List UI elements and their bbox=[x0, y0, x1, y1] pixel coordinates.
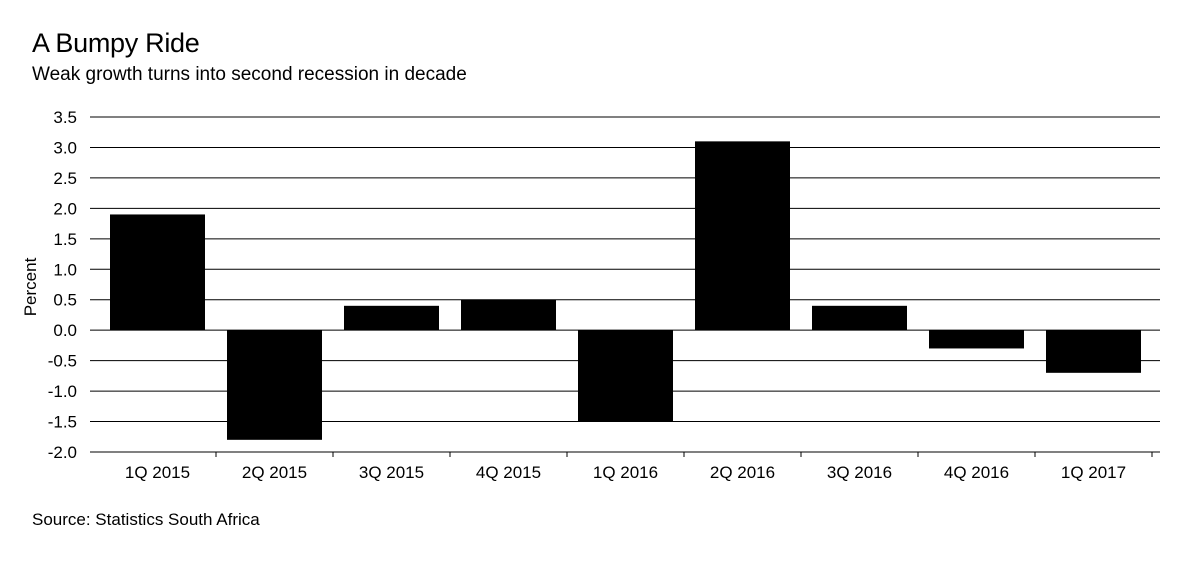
x-tick-label: 3Q 2016 bbox=[827, 463, 892, 482]
x-tick-label: 1Q 2016 bbox=[593, 463, 658, 482]
bar-1q-2017 bbox=[1046, 330, 1141, 373]
bar-4q-2016 bbox=[929, 330, 1024, 349]
y-tick-label: 3.0 bbox=[53, 138, 77, 157]
x-tick-label: 2Q 2016 bbox=[710, 463, 775, 482]
y-axis-label: Percent bbox=[21, 257, 40, 316]
bar-2q-2016 bbox=[695, 141, 790, 331]
y-axis-ticks: 3.5 3.0 2.5 2.0 1.5 1.0 0.5 0.0 -0.5 -1.0 -1.5 -2.0 bbox=[48, 108, 77, 462]
y-tick-label: -1.0 bbox=[48, 382, 77, 401]
x-tick-label: 4Q 2016 bbox=[944, 463, 1009, 482]
y-tick-label: 2.5 bbox=[53, 169, 77, 188]
bars bbox=[110, 141, 1141, 440]
y-tick-label: 2.0 bbox=[53, 199, 77, 218]
bar-3q-2015 bbox=[344, 305, 439, 331]
source-note: Source: Statistics South Africa bbox=[32, 510, 260, 529]
y-tick-label: 3.5 bbox=[53, 108, 77, 127]
x-tick-label: 2Q 2015 bbox=[242, 463, 307, 482]
y-tick-label: -2.0 bbox=[48, 443, 77, 462]
x-tick-label: 1Q 2017 bbox=[1061, 463, 1126, 482]
bar-1q-2015 bbox=[110, 214, 205, 331]
x-tick-label: 1Q 2015 bbox=[125, 463, 190, 482]
bar-4q-2015 bbox=[461, 299, 556, 331]
y-tick-label: 0.5 bbox=[53, 291, 77, 310]
x-axis-ticks: 1Q 2015 2Q 2015 3Q 2015 4Q 2015 1Q 2016 2Q 20… bbox=[125, 452, 1153, 482]
chart-title: A Bumpy Ride bbox=[32, 28, 200, 58]
bar-1q-2016 bbox=[578, 330, 673, 422]
y-tick-label: -0.5 bbox=[48, 352, 77, 371]
y-tick-label: -1.5 bbox=[48, 413, 77, 432]
bar-2q-2015 bbox=[227, 330, 322, 440]
x-tick-label: 4Q 2015 bbox=[476, 463, 541, 482]
chart-subtitle: Weak growth turns into second recession … bbox=[32, 64, 467, 85]
x-tick-label: 3Q 2015 bbox=[359, 463, 424, 482]
bar-3q-2016 bbox=[812, 305, 907, 331]
y-tick-label: 1.5 bbox=[53, 230, 77, 249]
y-tick-label: 1.0 bbox=[53, 260, 77, 279]
y-tick-label: 0.0 bbox=[53, 321, 77, 340]
